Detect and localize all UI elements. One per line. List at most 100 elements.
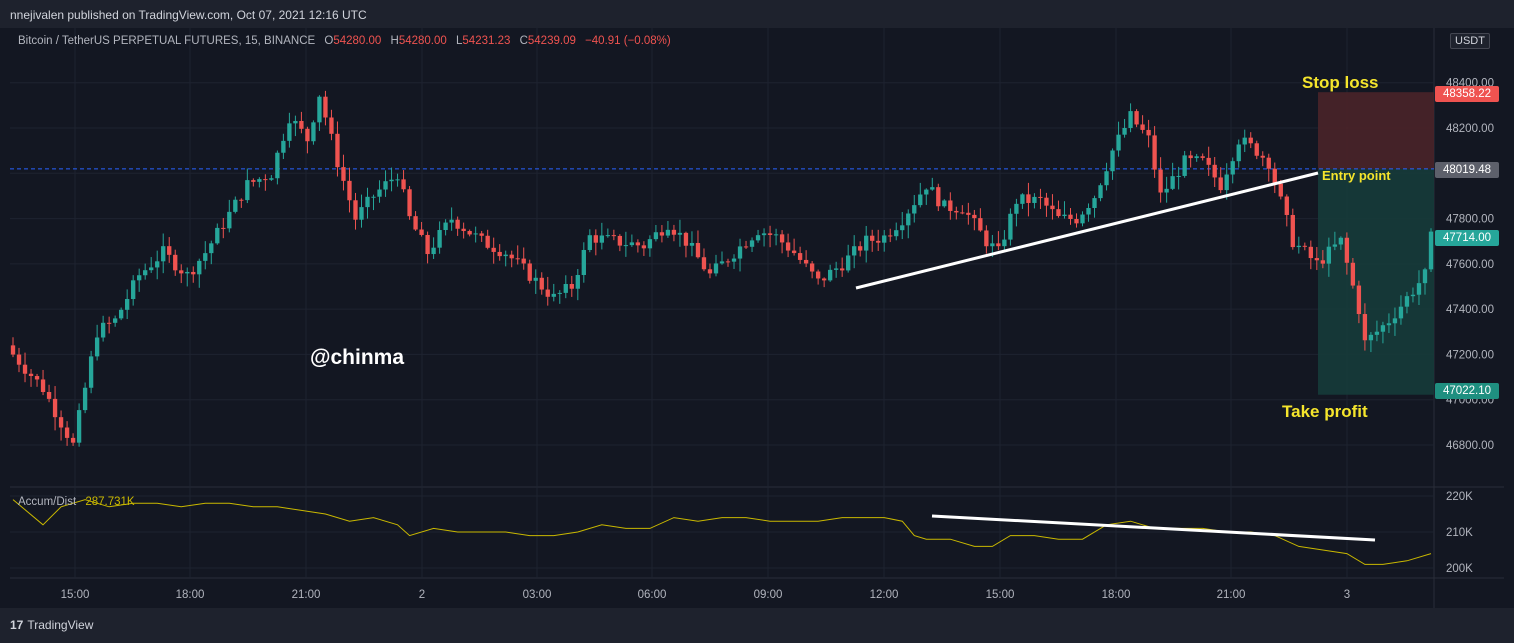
take-profit-label: Take profit [1282, 402, 1368, 421]
candle-body [623, 245, 629, 247]
candle-body [906, 213, 911, 226]
candle-body [797, 253, 803, 260]
accum-dist-line [12, 499, 1432, 565]
candle-body [689, 242, 695, 246]
candle-body [52, 398, 58, 418]
candle-body [1416, 283, 1422, 295]
candle-body [467, 231, 472, 235]
position-zones [10, 92, 1434, 395]
candle-body [1080, 214, 1085, 224]
time-tick-label: 3 [1344, 589, 1350, 601]
candle-body [161, 246, 166, 262]
candle-body [1260, 155, 1265, 158]
candle-body [575, 275, 580, 289]
candle-body [317, 96, 322, 123]
candle-body [281, 140, 286, 153]
candle-body [227, 211, 232, 229]
candle-body [1224, 174, 1229, 191]
candle-body [155, 261, 160, 268]
chart-panel [10, 28, 1504, 608]
candle-body [449, 219, 454, 223]
entry-price-label: 48019.48 [1435, 162, 1499, 178]
price-tick-label: 47600.00 [1446, 259, 1494, 271]
time-axis[interactable]: 15:00 18:00 21:00 2 03:00 06:00 09:00 12:00 15:0… [61, 589, 1351, 601]
candle-body [293, 120, 298, 124]
candle-body [143, 270, 148, 276]
candle-body [1002, 239, 1007, 247]
candle-body [1008, 213, 1013, 240]
candle-body [701, 257, 707, 270]
candle-body [1044, 197, 1049, 206]
candle-body [1230, 161, 1235, 175]
symbol-name: Bitcoin / TetherUS PERPETUAL FUTURES, 15… [18, 35, 316, 47]
candle-body [617, 235, 623, 246]
candle-body [251, 180, 256, 182]
candle-body [179, 270, 184, 274]
candle-body [173, 254, 178, 271]
candle-body [203, 253, 208, 261]
candle-body [377, 189, 382, 197]
candle-body [1104, 171, 1109, 186]
candle-body [960, 212, 965, 214]
candle-body [443, 222, 448, 231]
candle-body [852, 246, 857, 256]
candle-body [497, 251, 502, 257]
candle-body [821, 278, 827, 281]
currency-unit-button[interactable]: USDT [1450, 33, 1490, 49]
candle-body [70, 437, 76, 443]
accum-dist-pane [12, 499, 1432, 565]
candle-body [437, 230, 442, 248]
tradingview-logo[interactable]: 17 TradingView [10, 618, 93, 632]
time-tick-label: 03:00 [523, 589, 552, 601]
candle-body [1242, 137, 1247, 145]
candle-body [1344, 237, 1350, 263]
candle-body [918, 194, 923, 206]
candle-body [1116, 134, 1121, 151]
candle-body [287, 123, 292, 141]
candle-body [167, 246, 172, 255]
candle-body [1188, 155, 1193, 159]
candle-body [1170, 176, 1175, 189]
candle-body [557, 292, 562, 294]
candle-body [1146, 129, 1151, 136]
candle-body [1410, 294, 1416, 297]
ad-tick-label: 210K [1446, 527, 1473, 539]
candle-body [299, 120, 304, 129]
candle-body [527, 263, 532, 281]
candle-body [659, 232, 665, 236]
candles [10, 90, 1434, 447]
candle-body [647, 239, 653, 249]
candle-body [197, 260, 202, 275]
candle-body [34, 376, 40, 380]
candle-body [755, 235, 761, 241]
candle-body [1014, 203, 1019, 214]
candle-body [425, 234, 430, 255]
candle-body [1302, 245, 1307, 247]
candle-body [1332, 244, 1338, 247]
indicator-value: 287.731K [85, 496, 135, 508]
candle-body [335, 133, 340, 168]
candle-body [239, 199, 244, 201]
stop-loss-label: Stop loss [1302, 73, 1379, 92]
candle-body [846, 255, 851, 271]
candle-body [809, 263, 815, 272]
candle-body [990, 243, 995, 247]
last-price-label: 47714.00 [1435, 230, 1499, 246]
candle-body [401, 179, 406, 190]
ad-tick-label: 200K [1446, 563, 1473, 575]
candle-body [263, 179, 268, 181]
candle-body [1392, 318, 1398, 324]
candle-body [112, 318, 118, 323]
price-axis[interactable]: 48400.0048200.0048000.0047800.0047600.00… [1446, 78, 1494, 575]
time-tick-label: 18:00 [176, 589, 205, 601]
candle-body [1314, 258, 1319, 261]
candle-body [82, 387, 88, 411]
candle-body [371, 196, 376, 198]
candle-body [365, 196, 370, 208]
candle-body [221, 227, 226, 229]
stop-loss-zone [1318, 92, 1434, 169]
price-tick-label: 46800.00 [1446, 440, 1494, 452]
candle-body [353, 200, 358, 220]
overlays [855, 171, 1319, 290]
